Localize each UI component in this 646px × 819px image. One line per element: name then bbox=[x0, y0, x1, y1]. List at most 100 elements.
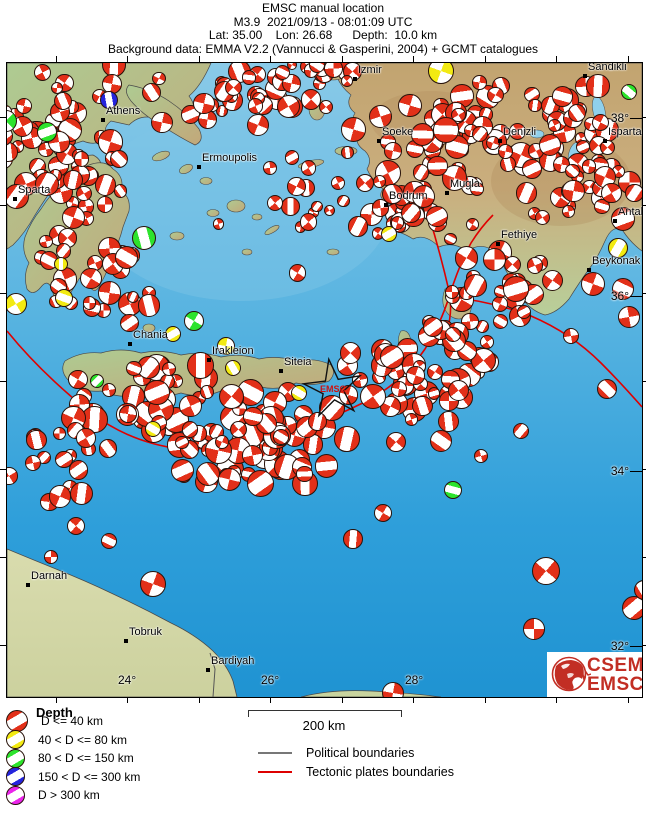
focal-mechanism-ball bbox=[300, 160, 317, 177]
focal-mechanism-ball bbox=[471, 126, 489, 143]
focal-mechanism-ball bbox=[437, 411, 460, 433]
map-tick bbox=[341, 697, 343, 703]
map-tick bbox=[556, 697, 557, 703]
city-marker bbox=[207, 358, 211, 362]
focal-mechanism-ball bbox=[67, 517, 85, 535]
city-label: Fethiye bbox=[501, 229, 538, 241]
city-label: Sandikli bbox=[588, 62, 627, 73]
focal-mechanism-ball bbox=[513, 423, 529, 439]
focal-mechanism-ball bbox=[120, 313, 139, 332]
city-marker bbox=[124, 639, 128, 643]
city-marker bbox=[26, 583, 30, 587]
focal-mechanism-ball bbox=[444, 481, 462, 499]
map-tick bbox=[556, 56, 557, 62]
focal-mechanism-ball bbox=[152, 71, 166, 85]
focal-mechanism-ball bbox=[62, 170, 83, 191]
header-background-data: Background data: EMMA V2.2 (Vannucci & G… bbox=[107, 41, 539, 56]
focal-mechanism-ball bbox=[214, 435, 229, 450]
focal-mechanism-ball bbox=[497, 144, 513, 159]
focal-mechanism-ball bbox=[581, 272, 605, 296]
epicenter-star: EMSC bbox=[301, 356, 363, 418]
map-tick bbox=[627, 56, 629, 62]
focal-mechanism-ball bbox=[390, 216, 405, 231]
focal-mechanism-ball bbox=[380, 344, 405, 369]
map-tick bbox=[484, 697, 486, 703]
focal-mechanism-ball bbox=[67, 369, 88, 390]
focal-mechanism-ball bbox=[165, 326, 181, 342]
focal-mechanism-ball bbox=[515, 182, 537, 204]
map-tick bbox=[641, 381, 646, 382]
focal-mechanism-ball bbox=[287, 177, 306, 196]
focal-mechanism-ball bbox=[565, 163, 580, 179]
focal-mechanism-ball bbox=[184, 311, 204, 331]
focal-mechanism-ball bbox=[144, 380, 170, 406]
focal-mechanism-ball bbox=[229, 421, 247, 439]
legend-depth-item: D <= 40 km bbox=[0, 710, 103, 732]
lat-label: 32° bbox=[610, 639, 629, 653]
city-marker bbox=[587, 268, 591, 272]
focal-mechanism-layer bbox=[7, 63, 642, 697]
focal-mechanism-ball bbox=[542, 269, 563, 291]
focal-mechanism-ball bbox=[48, 484, 72, 508]
header-lat-lon-depth: Lat: 35.00 Lon: 26.68 Depth: 10.0 km bbox=[208, 28, 438, 42]
city-label: Chania bbox=[133, 329, 168, 341]
legend-depth-item: 80 < D <= 150 km bbox=[0, 748, 134, 768]
focal-mechanism-ball bbox=[119, 404, 138, 423]
focal-mechanism-ball bbox=[445, 285, 459, 300]
focal-mechanism-ball bbox=[621, 84, 637, 100]
focal-mechanism-ball bbox=[406, 366, 425, 385]
focal-mechanism-ball bbox=[101, 533, 117, 549]
focal-mechanism-ball bbox=[145, 421, 161, 437]
focal-mechanism-ball bbox=[126, 290, 140, 304]
focal-mechanism-ball bbox=[295, 465, 313, 483]
city-marker bbox=[583, 74, 587, 78]
city-label: Darnah bbox=[31, 570, 68, 582]
map-tick bbox=[484, 56, 486, 62]
focal-mechanism-ball bbox=[324, 63, 343, 78]
legend-boundary-item: Tectonic plates boundaries bbox=[258, 765, 454, 779]
focal-mechanism-ball bbox=[526, 257, 544, 274]
focal-mechanism-ball bbox=[405, 412, 418, 426]
map-tick bbox=[127, 56, 128, 62]
focal-mechanism-ball bbox=[243, 406, 263, 427]
focal-mechanism-ball bbox=[132, 226, 156, 250]
legend-boundary-item: Political boundaries bbox=[258, 746, 414, 760]
focal-mechanism-ball bbox=[151, 112, 173, 134]
focal-mechanism-ball bbox=[76, 428, 96, 448]
focal-mechanism-ball bbox=[581, 159, 596, 174]
focal-mechanism-ball bbox=[330, 176, 345, 191]
focal-mechanism-ball bbox=[445, 326, 461, 343]
focal-mechanism-ball bbox=[314, 454, 339, 478]
focal-mechanism-ball bbox=[340, 117, 367, 143]
focal-mechanism-ball bbox=[347, 216, 369, 237]
focal-mechanism-ball bbox=[276, 94, 301, 119]
legend-depth-item: 150 < D <= 300 km bbox=[0, 767, 140, 786]
focal-mechanism-ball bbox=[597, 379, 617, 399]
focal-mechanism-ball bbox=[391, 381, 408, 397]
lat-label-dash bbox=[630, 118, 642, 119]
focal-mechanism-ball bbox=[428, 387, 441, 400]
map-tick bbox=[641, 117, 646, 118]
focal-mechanism-ball bbox=[97, 281, 121, 305]
focal-mechanism-ball bbox=[218, 384, 245, 410]
focal-mechanism-ball bbox=[101, 382, 117, 398]
lon-label: 26° bbox=[261, 673, 280, 687]
focal-mechanism-ball bbox=[503, 276, 529, 302]
legend-depth-label: 80 < D <= 150 km bbox=[38, 751, 134, 765]
focal-mechanism-ball bbox=[386, 432, 406, 452]
focal-mechanism-ball bbox=[534, 209, 551, 225]
focal-mechanism-ball bbox=[482, 248, 506, 272]
lat-label: 38° bbox=[610, 111, 629, 125]
focal-mechanism-ball bbox=[7, 467, 18, 485]
focal-mechanism-ball bbox=[39, 235, 53, 249]
focal-mechanism-ball bbox=[398, 93, 422, 118]
focal-mechanism-ball bbox=[310, 200, 323, 213]
map-tick bbox=[0, 293, 6, 294]
focal-mechanism-ball bbox=[337, 194, 350, 208]
focal-mechanism-ball bbox=[175, 436, 189, 450]
focal-mechanism-ball bbox=[82, 295, 97, 310]
city-label: Irakleion bbox=[212, 345, 254, 357]
legend-depth-label: 40 < D <= 80 km bbox=[38, 732, 128, 747]
lon-label: 28° bbox=[405, 673, 424, 687]
map-tick bbox=[198, 697, 200, 703]
